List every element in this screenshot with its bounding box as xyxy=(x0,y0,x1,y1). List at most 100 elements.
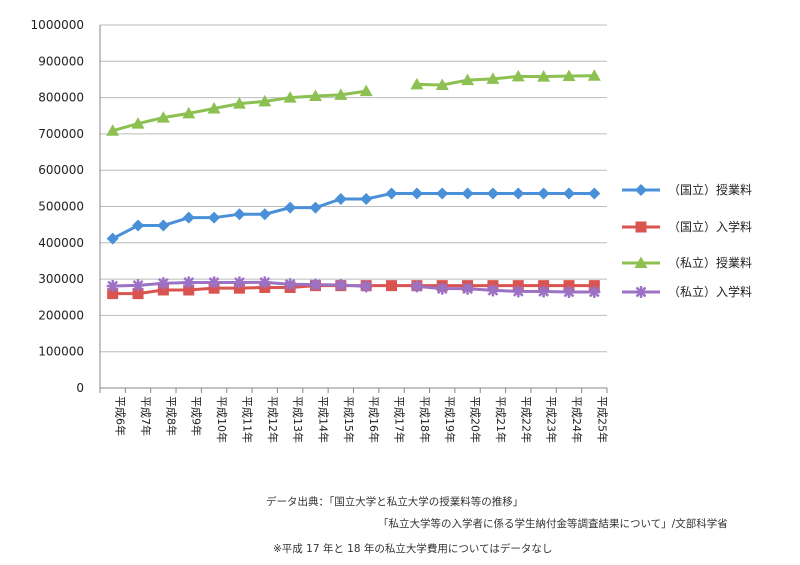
data-point xyxy=(386,280,398,292)
source-line-1: データ出典：「国立大学と私立大学の授業料等の推移」 xyxy=(266,496,524,508)
data-point xyxy=(233,276,246,289)
data-point xyxy=(461,73,475,86)
y-tick-label: 700000 xyxy=(38,127,84,141)
data-point xyxy=(360,280,373,293)
data-point xyxy=(207,101,221,114)
data-point xyxy=(208,211,221,224)
series-line xyxy=(112,89,367,133)
series-3 xyxy=(106,69,601,136)
data-point xyxy=(183,284,195,296)
data-point xyxy=(334,88,348,100)
data-point xyxy=(486,187,499,200)
legend-item-1: （国立）授業料 xyxy=(622,182,752,197)
data-point xyxy=(233,208,246,221)
y-tick-label: 300000 xyxy=(38,272,84,286)
data-point xyxy=(182,276,195,289)
x-tick-label: 平成18年 xyxy=(418,396,432,443)
data-point xyxy=(537,187,550,200)
data-point xyxy=(131,117,145,129)
series-1 xyxy=(106,187,601,245)
data-point xyxy=(410,280,423,293)
data-point xyxy=(588,187,601,200)
data-point xyxy=(284,278,297,291)
data-point xyxy=(334,192,347,205)
y-tick-label: 900000 xyxy=(38,54,84,68)
data-point xyxy=(588,286,601,299)
data-point xyxy=(511,69,525,82)
x-tick-label: 平成21年 xyxy=(494,396,508,443)
data-point xyxy=(435,78,449,90)
x-tick-label: 平成6年 xyxy=(114,396,128,436)
x-tick-label: 平成25年 xyxy=(595,396,609,443)
data-point xyxy=(563,280,575,292)
data-point xyxy=(360,192,373,205)
x-tick-label: 平成13年 xyxy=(291,396,305,443)
data-point xyxy=(309,201,322,214)
legend-label: （私立）入学料 xyxy=(668,284,752,299)
data-point xyxy=(258,276,271,289)
data-point xyxy=(107,288,119,300)
x-tick-label: 平成16年 xyxy=(367,396,381,443)
data-point xyxy=(587,69,601,81)
source-line-2: 「私立大学等の入学者に係る学生納付金等調査結果について」/文部科学省 xyxy=(378,518,728,530)
legend-marker xyxy=(635,286,647,298)
x-tick-label: 平成17年 xyxy=(393,396,407,443)
data-point xyxy=(106,124,120,136)
y-tick-label: 800000 xyxy=(38,91,84,105)
source-note: ※平成 17 年と 18 年の私立大学費用についてはデータなし xyxy=(273,543,553,555)
x-tick-label: 平成20年 xyxy=(469,396,483,443)
data-point xyxy=(157,277,170,290)
y-tick-label: 500000 xyxy=(38,200,84,214)
data-point xyxy=(562,69,576,82)
legend-label: （国立）入学料 xyxy=(668,219,752,234)
y-tick-label: 100000 xyxy=(38,345,84,359)
legend-marker xyxy=(635,221,647,233)
data-point xyxy=(232,97,246,109)
data-point xyxy=(410,187,423,200)
legend-label: （国立）授業料 xyxy=(668,182,752,197)
x-tick-label: 平成12年 xyxy=(266,396,280,443)
x-tick-label: 平成7年 xyxy=(139,396,153,436)
series-line xyxy=(416,74,595,87)
data-point xyxy=(512,187,525,200)
data-point xyxy=(283,91,297,103)
data-point xyxy=(334,279,347,292)
data-point xyxy=(537,285,550,298)
data-point xyxy=(157,219,170,232)
data-point xyxy=(157,284,169,296)
data-point xyxy=(359,84,373,97)
data-point xyxy=(182,211,195,224)
x-tick-label: 平成15年 xyxy=(342,396,356,443)
y-tick-label: 200000 xyxy=(38,308,84,322)
data-point xyxy=(486,72,500,84)
data-point xyxy=(308,89,322,102)
y-tick-label: 0 xyxy=(76,381,84,395)
legend-item-2: （国立）入学料 xyxy=(622,219,752,234)
x-tick-label: 平成19年 xyxy=(443,396,457,443)
legend-item-3: （私立）授業料 xyxy=(622,255,752,270)
data-point xyxy=(588,280,600,292)
data-point xyxy=(258,94,272,107)
y-tick-label: 400000 xyxy=(38,236,84,250)
data-point xyxy=(436,282,449,295)
data-point xyxy=(132,279,145,292)
data-point xyxy=(537,70,551,82)
data-point xyxy=(284,201,297,214)
data-point xyxy=(512,285,525,298)
x-tick-label: 平成10年 xyxy=(215,396,229,443)
data-point xyxy=(106,232,119,245)
x-tick-label: 平成14年 xyxy=(316,396,330,443)
data-point xyxy=(410,77,424,90)
data-point xyxy=(461,282,474,295)
legend-marker xyxy=(635,184,647,196)
data-point xyxy=(156,111,170,123)
data-point xyxy=(132,219,145,232)
x-tick-label: 平成8年 xyxy=(164,396,178,436)
data-point xyxy=(562,286,575,299)
legend-label: （私立）授業料 xyxy=(668,255,752,270)
data-point xyxy=(486,284,499,297)
data-point xyxy=(208,276,221,289)
x-tick-label: 平成11年 xyxy=(240,396,254,443)
legend-marker xyxy=(634,256,648,268)
